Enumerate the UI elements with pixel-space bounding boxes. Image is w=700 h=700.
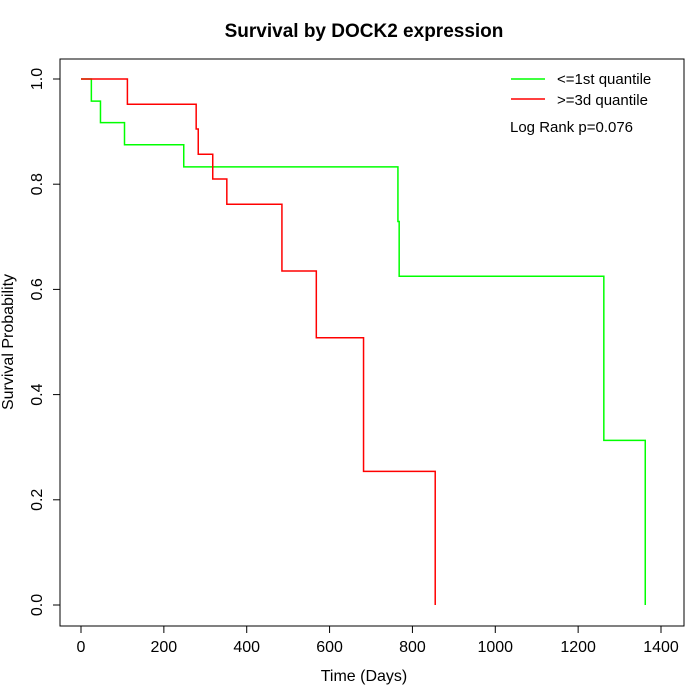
logrank-annotation: Log Rank p=0.076 bbox=[510, 119, 633, 136]
y-tick-label: 1.0 bbox=[29, 68, 46, 90]
x-axis-label: Time (Days) bbox=[321, 668, 408, 685]
x-tick-label: 200 bbox=[151, 639, 178, 656]
y-tick-label: 0.2 bbox=[29, 489, 46, 511]
survival-curve-high bbox=[81, 78, 436, 605]
y-tick-label: 0.4 bbox=[29, 383, 46, 405]
y-axis: 0.0 0.2 0.4 0.6 0.8 1.0 bbox=[29, 68, 61, 616]
legend: <=1st quantile >=3d quantile Log Rank p=… bbox=[510, 71, 651, 136]
x-tick-label: 1400 bbox=[643, 639, 679, 656]
y-tick-label: 0.8 bbox=[29, 173, 46, 195]
chart-title: Survival by DOCK2 expression bbox=[225, 21, 504, 42]
x-tick-label: 1000 bbox=[477, 639, 513, 656]
x-axis: 0 200 400 600 800 1000 1200 1400 bbox=[77, 625, 679, 656]
y-axis-label: Survival Probability bbox=[0, 274, 17, 410]
survival-curve-low bbox=[81, 78, 647, 605]
x-tick-label: 600 bbox=[316, 639, 343, 656]
x-tick-label: 1200 bbox=[560, 639, 596, 656]
legend-label-low: <=1st quantile bbox=[557, 71, 651, 88]
x-tick-label: 400 bbox=[233, 639, 260, 656]
x-tick-label: 0 bbox=[77, 639, 86, 656]
y-tick-label: 0.6 bbox=[29, 278, 46, 300]
y-tick-label: 0.0 bbox=[29, 594, 46, 616]
series-layer bbox=[81, 78, 647, 605]
legend-label-high: >=3d quantile bbox=[557, 92, 648, 109]
x-tick-label: 800 bbox=[399, 639, 426, 656]
